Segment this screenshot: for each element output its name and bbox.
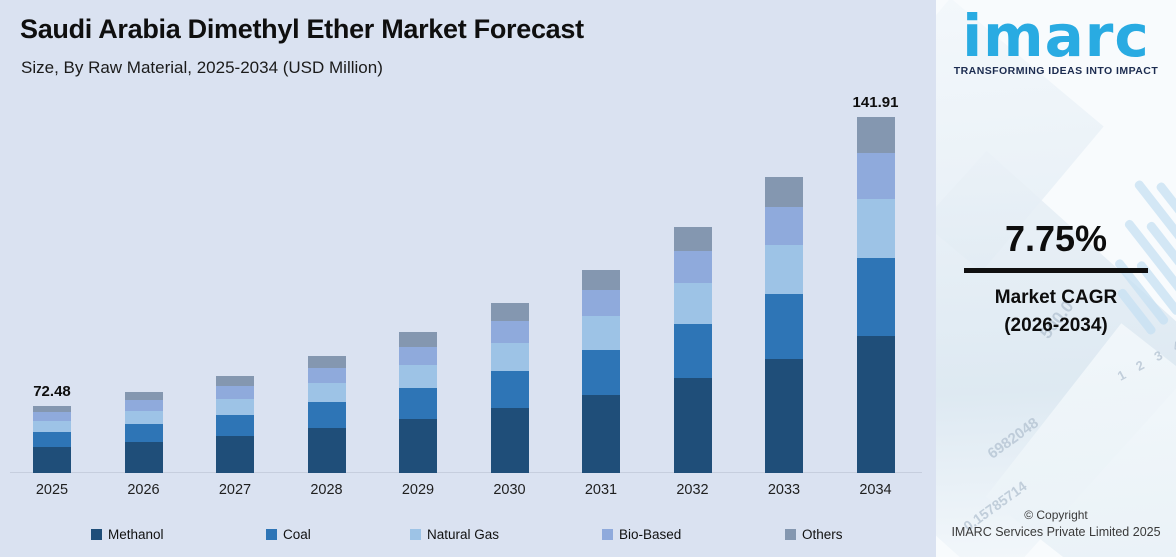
segment-coal bbox=[673, 324, 712, 378]
segment-bio-based bbox=[399, 347, 437, 365]
decorative-watermark: 6982048 bbox=[984, 414, 1042, 463]
stacked-bar-2030 bbox=[490, 303, 529, 473]
segment-others bbox=[490, 303, 529, 321]
copyright: © Copyright IMARC Services Private Limit… bbox=[936, 508, 1176, 539]
segment-methanol bbox=[33, 447, 71, 473]
x-axis-label-2027: 2027 bbox=[218, 482, 252, 498]
segment-bio-based bbox=[673, 251, 712, 283]
segment-others bbox=[33, 406, 71, 412]
x-axis-line bbox=[10, 472, 922, 473]
segment-methanol bbox=[582, 395, 620, 473]
segment-coal bbox=[765, 294, 803, 359]
segment-natural-gas bbox=[582, 316, 620, 350]
segment-natural-gas bbox=[490, 343, 529, 371]
segment-natural-gas bbox=[673, 283, 712, 324]
segment-methanol bbox=[124, 442, 163, 473]
segment-bio-based bbox=[582, 290, 620, 316]
segment-natural-gas bbox=[33, 421, 71, 432]
segment-others bbox=[307, 356, 346, 368]
segment-natural-gas bbox=[307, 383, 346, 402]
segment-bio-based bbox=[33, 412, 71, 421]
stacked-bar-2029 bbox=[399, 332, 437, 473]
decorative-sheet bbox=[936, 150, 1176, 557]
x-axis-label-2028: 2028 bbox=[310, 482, 343, 498]
segment-others bbox=[216, 376, 254, 386]
x-axis-label-2033: 2033 bbox=[767, 482, 801, 498]
chart-title: Saudi Arabia Dimethyl Ether Market Forec… bbox=[20, 14, 584, 44]
cagr-value: 7.75% bbox=[1004, 218, 1108, 259]
segment-natural-gas bbox=[124, 411, 163, 424]
plot-area: 2025 2026 2027 2028 2029 2030 2031 2032 2033 2034… bbox=[10, 94, 922, 498]
x-axis-label-2025: 2025 bbox=[35, 482, 69, 498]
stacked-bar-2025 bbox=[33, 406, 71, 473]
segment-bio-based bbox=[124, 400, 163, 411]
segment-coal bbox=[216, 415, 254, 436]
segment-methanol bbox=[673, 378, 712, 473]
x-axis-label-2029: 2029 bbox=[401, 482, 435, 498]
x-axis-label-2030: 2030 bbox=[493, 482, 526, 498]
copyright-line2: IMARC Services Private Limited 2025 bbox=[951, 525, 1161, 539]
segment-coal bbox=[490, 371, 529, 408]
segment-coal bbox=[582, 350, 620, 395]
segment-bio-based bbox=[765, 207, 803, 245]
segment-methanol bbox=[399, 419, 437, 473]
stacked-bar-2027 bbox=[216, 376, 254, 473]
segment-coal bbox=[33, 432, 71, 447]
segment-methanol bbox=[490, 408, 529, 473]
stacked-bar-2032 bbox=[673, 227, 712, 473]
segment-natural-gas bbox=[856, 199, 895, 258]
segment-coal bbox=[124, 424, 163, 442]
segment-coal bbox=[399, 388, 437, 419]
imarc-logo: imarc TRANSFORMING IDEAS INTO IMPACT bbox=[936, 6, 1176, 77]
segment-coal bbox=[307, 402, 346, 428]
stacked-bar-2031 bbox=[582, 270, 620, 473]
x-axis-label-2034: 2034 bbox=[859, 482, 892, 498]
imarc-logo-text: imarc bbox=[962, 2, 1150, 70]
stacked-bar-2034 bbox=[856, 117, 895, 473]
segment-others bbox=[765, 177, 803, 207]
imarc-tagline: TRANSFORMING IDEAS INTO IMPACT bbox=[953, 64, 1159, 77]
brand-panel: 500.0 6982048 0.15785714 1 2 3 4 imarc T… bbox=[936, 0, 1176, 557]
cagr-block: 7.75% Market CAGR (2026-2034) bbox=[936, 218, 1176, 337]
segment-methanol bbox=[765, 359, 803, 473]
chart-subtitle: Size, By Raw Material, 2025-2034 (USD Mi… bbox=[21, 58, 383, 77]
cagr-period: (2026-2034) bbox=[1004, 315, 1108, 336]
segment-natural-gas bbox=[765, 245, 803, 294]
segment-others bbox=[399, 332, 437, 347]
segment-coal bbox=[856, 258, 895, 336]
cagr-underline bbox=[964, 268, 1148, 273]
copyright-line1: © Copyright bbox=[1024, 508, 1088, 522]
total-label-2034: 141.91 bbox=[852, 94, 899, 111]
segment-bio-based bbox=[856, 153, 895, 199]
segment-methanol bbox=[307, 428, 346, 473]
stacked-bar-2026 bbox=[124, 392, 163, 473]
x-axis-label-2031: 2031 bbox=[584, 482, 618, 498]
segment-others bbox=[582, 270, 620, 290]
segment-bio-based bbox=[490, 321, 529, 343]
x-axis-label-2032: 2032 bbox=[676, 482, 709, 498]
segment-others bbox=[856, 117, 895, 153]
decorative-watermark: 1 2 3 4 bbox=[1114, 335, 1176, 384]
total-label-2025: 72.48 bbox=[33, 383, 71, 400]
stacked-bar-2033 bbox=[765, 177, 803, 473]
x-axis-label-2026: 2026 bbox=[127, 482, 160, 498]
segment-others bbox=[124, 392, 163, 400]
segment-others bbox=[673, 227, 712, 251]
segment-bio-based bbox=[216, 386, 254, 399]
segment-methanol bbox=[216, 436, 254, 473]
segment-natural-gas bbox=[216, 399, 254, 415]
cagr-label: Market CAGR bbox=[994, 287, 1118, 308]
segment-bio-based bbox=[307, 368, 346, 383]
stacked-bar-2028 bbox=[307, 356, 346, 473]
segment-methanol bbox=[856, 336, 895, 473]
segment-natural-gas bbox=[399, 365, 437, 388]
chart-area: Saudi Arabia Dimethyl Ether Market Forec… bbox=[10, 14, 922, 542]
